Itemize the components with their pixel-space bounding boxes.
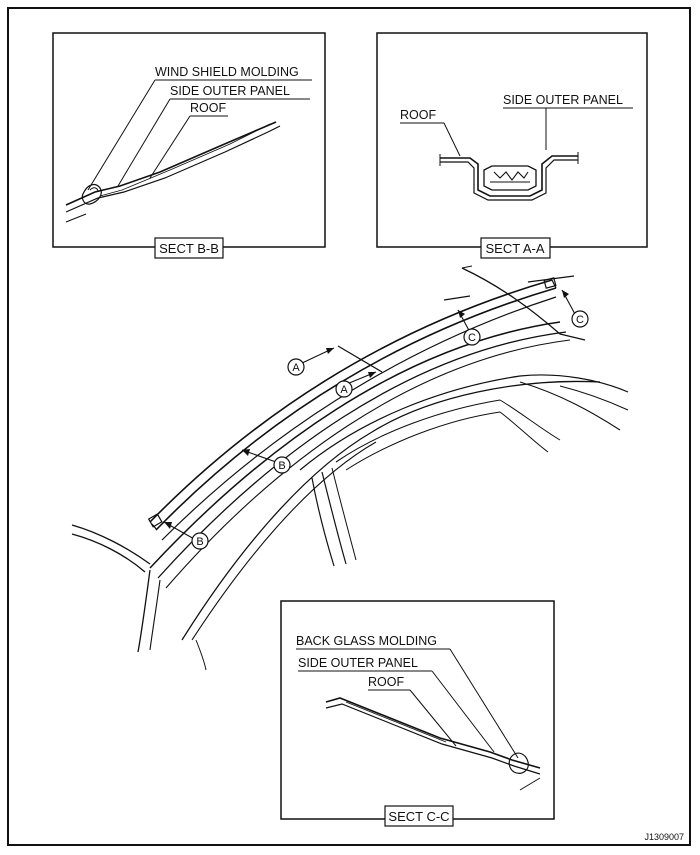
marker-c-left: C bbox=[463, 328, 481, 346]
sect-aa-label-roof: ROOF bbox=[400, 108, 436, 122]
sect-bb-title: SECT B-B bbox=[159, 241, 219, 256]
sect-cc-label-side-outer-panel: SIDE OUTER PANEL bbox=[298, 656, 418, 670]
svg-text:A: A bbox=[340, 384, 348, 396]
marker-a-lower: A bbox=[335, 380, 353, 398]
sect-cc-title: SECT C-C bbox=[388, 809, 449, 824]
roof-main-view bbox=[71, 265, 629, 671]
section-cut-lines bbox=[163, 275, 577, 541]
sect-cc-title-box bbox=[384, 805, 454, 827]
sect-bb-inset: WIND SHIELD MOLDING SIDE OUTER PANEL ROO… bbox=[52, 32, 326, 259]
marker-b-upper: B bbox=[273, 456, 291, 474]
sect-aa-title-box bbox=[480, 237, 551, 259]
sect-bb-title-box bbox=[154, 237, 224, 259]
svg-text:A: A bbox=[292, 362, 300, 374]
marker-a-upper: A bbox=[287, 358, 305, 376]
sect-bb-label-roof: ROOF bbox=[190, 101, 226, 115]
sect-cc-label-roof: ROOF bbox=[368, 675, 404, 689]
svg-text:B: B bbox=[278, 460, 285, 472]
sect-aa-title: SECT A-A bbox=[485, 241, 544, 256]
sect-aa-label-side-outer-panel: SIDE OUTER PANEL bbox=[503, 93, 623, 107]
figure-code: J1309007 bbox=[644, 832, 684, 842]
marker-b-lower: B bbox=[191, 532, 209, 550]
svg-text:C: C bbox=[468, 332, 476, 344]
sect-cc-label-back-glass-molding: BACK GLASS MOLDING bbox=[296, 634, 437, 648]
sect-bb-label-windshield-molding: WIND SHIELD MOLDING bbox=[155, 65, 299, 79]
sect-cc-inset: BACK GLASS MOLDING SIDE OUTER PANEL ROOF… bbox=[280, 600, 555, 827]
sect-aa-inset: ROOF SIDE OUTER PANEL SECT A-A bbox=[376, 32, 648, 259]
svg-text:B: B bbox=[196, 536, 203, 548]
sect-bb-label-side-outer-panel: SIDE OUTER PANEL bbox=[170, 84, 290, 98]
marker-c-right: C bbox=[571, 310, 589, 328]
svg-text:C: C bbox=[576, 314, 584, 326]
